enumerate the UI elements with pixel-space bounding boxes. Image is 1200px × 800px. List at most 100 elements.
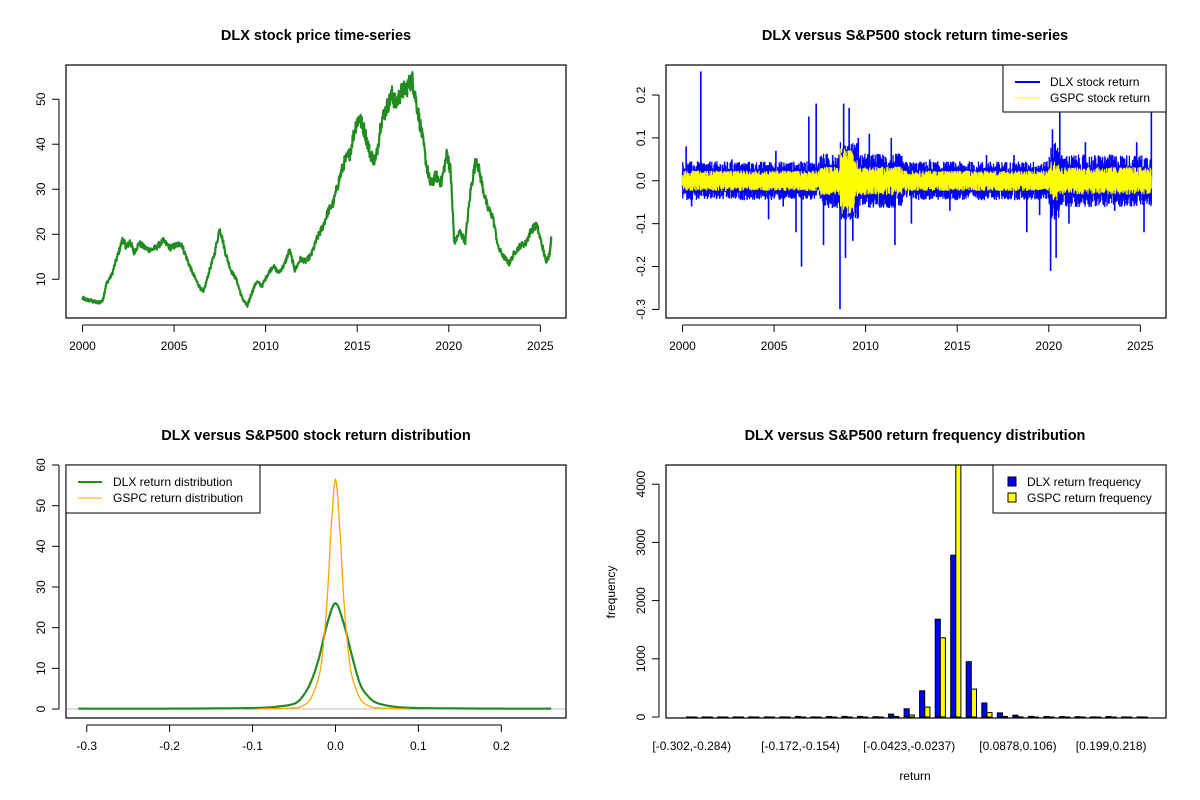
x-tick-label: 2020 bbox=[435, 339, 462, 353]
histogram-legend-label-gspc: GSPC return frequency bbox=[1027, 491, 1152, 505]
x-tick-label: 2005 bbox=[161, 339, 188, 353]
dlx-frequency-bar bbox=[1105, 716, 1112, 718]
dlx-frequency-bar bbox=[872, 716, 879, 718]
returns-legend-box bbox=[1002, 64, 1167, 113]
y-tick-label: 60 bbox=[34, 458, 48, 472]
returns-x-axis: 2000 2005 2010 2015 2020 2025 bbox=[669, 324, 1154, 353]
histogram-category-label: [-0.0423,-0.0237) bbox=[863, 739, 955, 753]
price-plot-frame bbox=[65, 64, 567, 319]
x-tick-label: 0.0 bbox=[327, 739, 344, 753]
dlx-frequency-bar bbox=[903, 708, 910, 718]
dlx-frequency-bar bbox=[857, 715, 864, 718]
gspc-frequency-bar bbox=[955, 465, 962, 718]
x-tick-label: 2020 bbox=[1035, 339, 1062, 353]
x-tick-label: 2025 bbox=[1127, 339, 1154, 353]
dlx-frequency-bar bbox=[934, 618, 941, 718]
x-tick-label: 2005 bbox=[761, 339, 788, 353]
histogram-y-axis: 0 1000 2000 3000 4000 bbox=[634, 471, 660, 720]
gspc-return-series bbox=[681, 148, 1152, 214]
x-tick-label: 2015 bbox=[344, 339, 371, 353]
density-legend-label-dlx: DLX return distribution bbox=[113, 475, 232, 489]
y-tick-label: 0.2 bbox=[634, 86, 648, 103]
returns-series bbox=[681, 71, 1153, 310]
price-chart-title: DLX stock price time-series bbox=[221, 28, 411, 44]
returns-legend-label-dlx: DLX stock return bbox=[1050, 75, 1139, 89]
x-tick-label: 2000 bbox=[69, 339, 96, 353]
returns-legend-label-gspc: GSPC stock return bbox=[1050, 91, 1150, 105]
y-tick-label: 0 bbox=[34, 705, 48, 712]
histogram-category-label: [-0.172,-0.154) bbox=[761, 739, 840, 753]
returns-plot-frame bbox=[665, 64, 1167, 319]
density-chart: DLX versus S&P500 stock return distribut… bbox=[34, 428, 567, 753]
dlx-frequency-bar bbox=[950, 554, 957, 718]
gspc-frequency-bar bbox=[939, 637, 946, 718]
returns-chart: DLX versus S&P500 stock return time-seri… bbox=[634, 28, 1167, 353]
gspc-density-line bbox=[256, 477, 411, 710]
x-tick-label: -0.2 bbox=[159, 739, 180, 753]
dlx-frequency-bar bbox=[825, 716, 833, 718]
dlx-frequency-bar bbox=[965, 661, 972, 718]
histogram-category-label: [-0.302,-0.284) bbox=[652, 739, 731, 753]
histogram-chart-title: DLX versus S&P500 return frequency distr… bbox=[745, 428, 1086, 444]
y-tick-label: 2000 bbox=[634, 587, 648, 614]
x-tick-label: 2000 bbox=[669, 339, 696, 353]
y-tick-label: 10 bbox=[34, 661, 48, 675]
y-tick-label: 20 bbox=[34, 621, 48, 635]
density-chart-title: DLX versus S&P500 stock return distribut… bbox=[161, 428, 470, 444]
price-line bbox=[81, 71, 553, 308]
histogram-category-label: [0.199,0.218) bbox=[1076, 739, 1147, 753]
price-chart: DLX stock price time-series 2000 2005 2010… bbox=[34, 28, 567, 353]
y-tick-label: 3000 bbox=[634, 529, 648, 556]
gspc-frequency-bar bbox=[970, 688, 978, 718]
histogram-legend-box bbox=[992, 464, 1167, 514]
histogram-category-label: [0.0878,0.106) bbox=[979, 739, 1056, 753]
histogram-chart: DLX versus S&P500 return frequency distr… bbox=[604, 428, 1167, 783]
y-tick-label: -0.1 bbox=[634, 213, 648, 234]
price-y-axis: 10 20 30 40 50 bbox=[34, 92, 60, 286]
y-tick-label: 4000 bbox=[634, 471, 648, 498]
y-tick-label: 10 bbox=[34, 272, 48, 286]
histogram-x-axis: [-0.302,-0.284) [-0.172,-0.154) [-0.0423,-… bbox=[652, 739, 1146, 753]
histogram-legend-label-dlx: DLX return frequency bbox=[1027, 475, 1141, 489]
y-tick-label: 50 bbox=[34, 92, 48, 106]
dlx-frequency-bar bbox=[1027, 715, 1035, 718]
gspc-frequency-bar bbox=[908, 714, 915, 718]
density-legend: DLX return distribution GSPC return dist… bbox=[65, 464, 261, 514]
dlx-frequency-bar bbox=[841, 715, 848, 718]
dlx-frequency-bar bbox=[996, 712, 1003, 718]
y-tick-label: 20 bbox=[34, 227, 48, 241]
density-plot-frame bbox=[65, 464, 567, 719]
y-tick-label: 40 bbox=[34, 137, 48, 151]
y-tick-label: 30 bbox=[34, 580, 48, 594]
dlx-frequency-bar bbox=[1043, 716, 1050, 718]
price-series bbox=[81, 71, 553, 308]
dlx-frequency-bar bbox=[1012, 714, 1019, 718]
returns-y-axis: -0.3 -0.2 -0.1 0.0 0.1 0.2 bbox=[634, 86, 660, 320]
density-legend-label-gspc: GSPC return distribution bbox=[113, 491, 243, 505]
x-tick-label: 0.1 bbox=[410, 739, 427, 753]
histogram-legend-swatch-gspc bbox=[1007, 492, 1017, 503]
y-tick-label: -0.2 bbox=[634, 256, 648, 277]
returns-legend: DLX stock return GSPC stock return bbox=[1002, 64, 1167, 113]
dlx-frequency-bar bbox=[794, 715, 802, 718]
y-tick-label: 30 bbox=[34, 182, 48, 196]
dlx-frequency-bar bbox=[981, 702, 988, 718]
y-tick-label: -0.3 bbox=[634, 299, 648, 320]
gspc-frequency-bar bbox=[893, 715, 900, 718]
x-tick-label: 2015 bbox=[944, 339, 971, 353]
histogram-plot-frame bbox=[665, 464, 1167, 719]
y-tick-label: 50 bbox=[34, 499, 48, 513]
dlx-frequency-bar bbox=[888, 713, 895, 718]
y-tick-label: 0.1 bbox=[634, 129, 648, 146]
density-legend-box bbox=[65, 464, 261, 514]
histogram-legend: DLX return frequency GSPC return frequen… bbox=[992, 464, 1167, 514]
x-tick-label: -0.3 bbox=[76, 739, 97, 753]
x-tick-label: 2025 bbox=[527, 339, 554, 353]
gspc-frequency-bar bbox=[986, 712, 993, 718]
y-tick-label: 40 bbox=[34, 539, 48, 553]
dlx-frequency-bar bbox=[1058, 716, 1066, 718]
price-x-axis: 2000 2005 2010 2015 2020 2025 bbox=[69, 324, 554, 353]
y-tick-label: 0.0 bbox=[634, 172, 648, 189]
y-tick-label: 0 bbox=[634, 713, 648, 720]
